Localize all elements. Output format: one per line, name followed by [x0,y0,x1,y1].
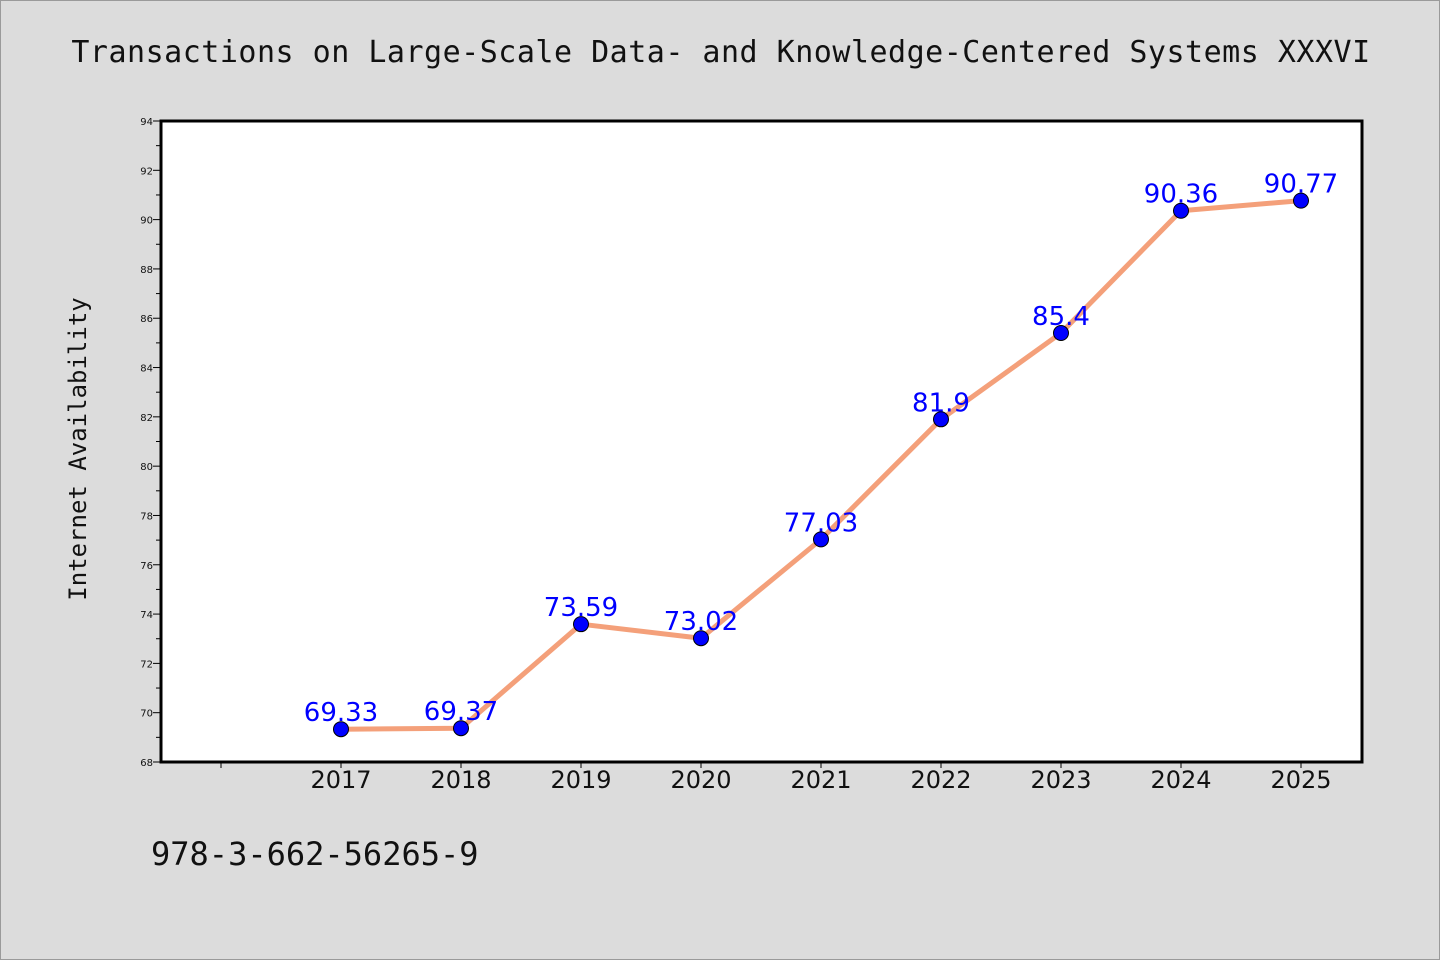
data-point [933,411,949,428]
data-label: 69.37 [424,697,498,727]
data-point [573,616,589,633]
x-tick-label: 2023 [1030,766,1091,794]
data-label: 69.33 [304,698,378,728]
x-axis: 2017 2018 2019 2020 2021 2022 2023 2024 2025 [220,762,1332,794]
y-tick-label: 94 [140,117,153,128]
y-tick-label: 76 [140,561,153,572]
data-label: 90.36 [1144,180,1218,210]
x-tick-label: 2021 [790,766,851,794]
data-point [1293,192,1309,209]
data-label: 73.02 [664,607,738,637]
data-points [333,192,1309,738]
data-label: 81.9 [912,388,970,418]
y-axis-label: Internet Availability [64,297,92,600]
y-tick-label: 78 [140,511,153,522]
y-axis: 68 70 72 74 76 78 80 82 84 86 88 90 92 94 [140,117,161,769]
x-tick-label: 2025 [1270,766,1331,794]
x-tick-label: 2018 [430,766,491,794]
x-tick-label: 2024 [1150,766,1211,794]
data-label: 73.59 [544,593,618,623]
chart-title: Transactions on Large-Scale Data- and Kn… [71,35,1371,70]
y-tick-label: 74 [140,610,153,621]
y-tick-label: 90 [140,216,153,227]
y-tick-label: 70 [140,709,153,720]
data-point [453,720,469,737]
x-tick-label: 2020 [670,766,731,794]
data-point [813,531,829,548]
isbn-text: 978-3-662-56265-9 [151,835,479,873]
x-tick-label: 2019 [550,766,611,794]
data-label: 90.77 [1264,170,1338,200]
data-label: 85.4 [1032,302,1090,332]
data-point [1173,202,1189,219]
data-point [1053,325,1069,342]
y-tick-label: 72 [140,659,153,670]
y-tick-label: 92 [140,166,153,177]
y-tick-label: 68 [140,758,153,769]
y-tick-label: 88 [140,265,153,276]
y-tick-label: 80 [140,462,153,473]
y-tick-label: 84 [140,364,153,375]
data-labels: 69.33 69.37 73.59 73.02 77.03 81.9 85.4 90.36 90… [304,170,1338,729]
y-tick-label: 82 [140,413,153,424]
x-tick-label: 2022 [910,766,971,794]
y-tick-label: 86 [140,314,153,325]
data-point [333,721,349,738]
data-point [693,630,709,647]
x-tick-label: 2017 [310,766,371,794]
data-label: 77.03 [784,508,858,538]
